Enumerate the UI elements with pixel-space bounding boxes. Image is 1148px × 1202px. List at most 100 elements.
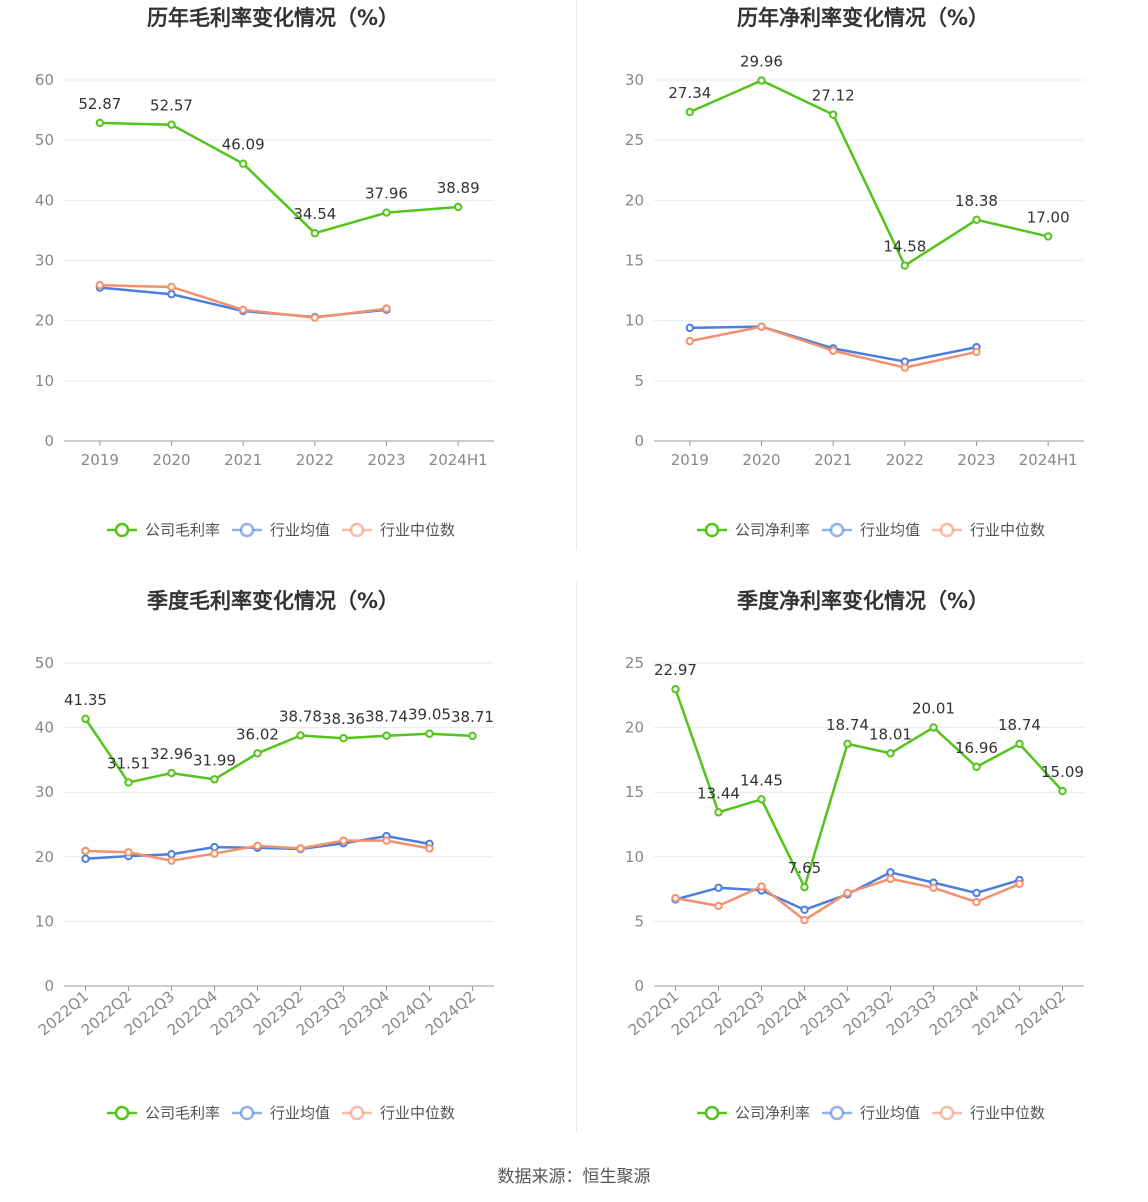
data-point-avg — [167, 850, 176, 859]
legend-item-median[interactable]: 行业中位数 — [932, 1104, 1045, 1122]
data-point-company — [886, 749, 895, 758]
chart-panel-4: 季度净利率变化情况（%）05101520252022Q12022Q22022Q3… — [625, 589, 1084, 1122]
legend-item-avg[interactable]: 行业均值 — [232, 521, 330, 539]
data-point-company — [453, 202, 463, 212]
y-tick-label: 25 — [625, 131, 644, 149]
data-point-median — [886, 874, 895, 883]
legend-item-median[interactable]: 行业中位数 — [342, 1104, 455, 1122]
x-tick-label: 2023 — [367, 451, 405, 469]
legend-item-avg[interactable]: 行业均值 — [822, 1104, 920, 1122]
data-label: 18.38 — [955, 192, 998, 210]
chart-panel-3: 季度毛利率变化情况（%）010203040502022Q12022Q22022Q… — [35, 589, 494, 1122]
legend-label: 行业均值 — [270, 1104, 330, 1122]
data-label: 37.96 — [365, 185, 408, 203]
x-tick-label: 2024H1 — [1019, 451, 1078, 469]
data-point-company — [972, 762, 981, 772]
data-point-company — [800, 882, 809, 892]
data-label: 17.00 — [1027, 208, 1070, 226]
data-point-median — [929, 883, 938, 893]
data-label: 46.09 — [222, 136, 265, 154]
data-label: 27.34 — [668, 84, 711, 102]
data-label: 38.74 — [365, 708, 408, 726]
data-point-avg — [972, 888, 981, 898]
legend-item-avg[interactable]: 行业均值 — [822, 521, 920, 539]
data-point-company — [124, 778, 133, 787]
data-point-company — [757, 795, 766, 804]
data-point-avg — [886, 868, 895, 877]
y-tick-label: 10 — [625, 312, 644, 330]
data-label: 16.96 — [955, 739, 998, 757]
legend-item-median[interactable]: 行业中位数 — [932, 521, 1045, 539]
x-tick-label: 2022 — [296, 451, 334, 469]
data-point-median — [382, 836, 391, 845]
y-tick-label: 30 — [625, 71, 644, 89]
data-label: 13.44 — [697, 784, 740, 802]
data-point-median — [124, 848, 133, 857]
data-point-company — [714, 808, 723, 817]
data-point-company — [238, 159, 248, 168]
y-tick-label: 0 — [44, 977, 54, 995]
legend-item-avg[interactable]: 行业均值 — [232, 1104, 330, 1122]
y-tick-label: 5 — [634, 912, 644, 930]
data-label: 20.01 — [912, 699, 955, 717]
legend-item-company[interactable]: 公司毛利率 — [107, 521, 220, 539]
data-point-median — [685, 336, 695, 346]
x-tick-label: 2022 — [886, 451, 924, 469]
data-point-company — [843, 739, 852, 749]
x-tick-label: 2024H1 — [429, 451, 488, 469]
data-point-median — [757, 882, 766, 891]
legend-item-company[interactable]: 公司毛利率 — [107, 1104, 220, 1122]
legend-circle-swatch — [704, 522, 720, 538]
legend: 公司净利率 行业均值 行业中位数 — [697, 1104, 1045, 1122]
data-point-company — [929, 723, 938, 732]
data-label: 38.36 — [322, 710, 365, 728]
y-tick-label: 20 — [625, 191, 644, 209]
legend-item-median[interactable]: 行业中位数 — [342, 521, 455, 539]
data-label: 18.74 — [998, 716, 1041, 734]
y-tick-label: 30 — [35, 252, 54, 270]
data-label: 39.05 — [408, 706, 451, 724]
x-tick-label: 2023 — [957, 451, 995, 469]
chart-panel-2: 历年净利率变化情况（%） 0 5 10 15 20 25 30 2019 2020 2021 2022… — [625, 6, 1084, 539]
y-tick-label: 15 — [625, 252, 644, 270]
chart-panel-1: 历年毛利率变化情况（%） 0 10 20 30 40 50 60 2019 2020 2021 202… — [35, 6, 494, 539]
data-point-median — [339, 836, 348, 845]
data-point-company — [468, 731, 477, 741]
data-point-median — [81, 846, 90, 856]
legend-label: 公司毛利率 — [145, 521, 220, 539]
legend-item-company[interactable]: 公司净利率 — [697, 521, 810, 539]
data-point-median — [800, 915, 809, 925]
data-label: 15.09 — [1041, 763, 1084, 781]
data-point-median — [95, 280, 105, 290]
data-point-company — [296, 731, 305, 740]
y-tick-label: 40 — [35, 191, 54, 209]
data-point-median — [714, 901, 723, 911]
data-label: 38.78 — [279, 707, 322, 725]
y-tick-label: 0 — [634, 977, 644, 995]
data-label: 52.87 — [78, 95, 121, 113]
data-label: 36.02 — [236, 725, 279, 743]
data-point-company — [95, 118, 105, 128]
data-point-median — [671, 893, 680, 903]
data-label: 31.51 — [107, 754, 150, 772]
legend-item-company[interactable]: 公司净利率 — [697, 1104, 810, 1122]
data-point-median — [296, 844, 305, 853]
legend-circle-swatch — [114, 522, 130, 538]
legend-label: 行业中位数 — [970, 521, 1045, 539]
data-label: 18.74 — [826, 716, 869, 734]
legend: 公司毛利率 行业均值 行业中位数 — [107, 1104, 455, 1122]
series-line-company — [84, 718, 473, 784]
data-point-median — [1015, 879, 1024, 889]
legend-circle-swatch — [349, 1105, 365, 1121]
data-point-company — [167, 120, 176, 129]
x-tick-label: 2019 — [671, 451, 709, 469]
y-tick-label: 50 — [35, 131, 54, 149]
data-point-median — [210, 849, 219, 858]
data-point-company — [425, 729, 434, 738]
data-point-company — [757, 76, 766, 85]
y-tick-label: 25 — [625, 654, 644, 672]
data-point-avg — [685, 323, 695, 333]
chart-title: 季度净利率变化情况（%） — [737, 589, 989, 613]
data-label: 32.96 — [150, 745, 193, 763]
